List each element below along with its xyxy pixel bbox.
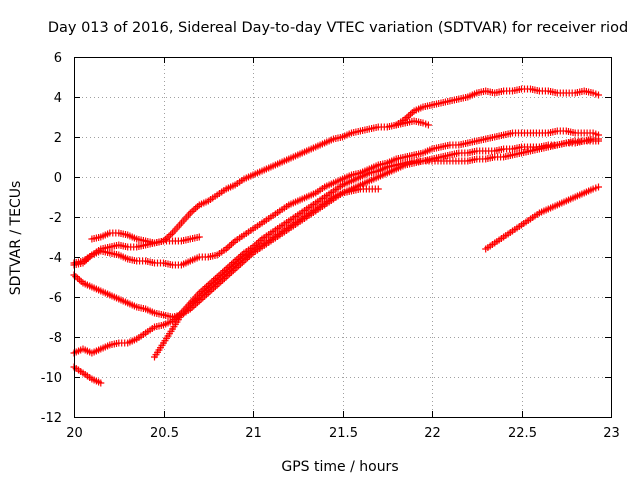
x-axis-label: GPS time / hours bbox=[281, 459, 398, 475]
plot-frame bbox=[74, 57, 612, 418]
y-axis-label: SDTVAR / TECUs bbox=[8, 181, 24, 296]
axis-ticks: 20 20.5 21 21.5 22 22.5 23 -12 -10 -8 -6 -4 -2 0 2 4 6 bbox=[41, 51, 620, 441]
y-tick-label: -4 bbox=[49, 251, 62, 266]
series-markers bbox=[70, 363, 105, 387]
x-tick-label: 21 bbox=[245, 426, 262, 441]
x-tick-label: 22 bbox=[424, 426, 441, 441]
y-tick-label: -8 bbox=[49, 331, 62, 346]
grid bbox=[74, 57, 611, 417]
series-s6 bbox=[151, 185, 382, 361]
y-tick-label: 0 bbox=[54, 171, 62, 186]
x-tick-label: 23 bbox=[603, 426, 620, 441]
x-tick-label: 20.5 bbox=[150, 426, 179, 441]
x-tick-label: 21.5 bbox=[329, 426, 358, 441]
series-s8 bbox=[392, 117, 432, 129]
series-markers bbox=[482, 183, 602, 253]
y-tick-label: 4 bbox=[54, 91, 62, 106]
y-tick-label: 6 bbox=[54, 51, 62, 66]
x-tick-label: 22.5 bbox=[508, 426, 537, 441]
y-tick-label: -10 bbox=[41, 371, 62, 386]
y-tick-label: 2 bbox=[54, 131, 62, 146]
series-markers bbox=[392, 117, 432, 129]
chart-title: Day 013 of 2016, Sidereal Day-to-day VTE… bbox=[48, 20, 628, 36]
series-markers bbox=[151, 185, 382, 361]
series-s9 bbox=[482, 183, 602, 253]
y-tick-label: -12 bbox=[41, 411, 62, 426]
x-tick-label: 20 bbox=[66, 426, 83, 441]
series-s7 bbox=[70, 363, 105, 387]
y-tick-label: -6 bbox=[49, 291, 62, 306]
y-tick-label: -2 bbox=[49, 211, 62, 226]
